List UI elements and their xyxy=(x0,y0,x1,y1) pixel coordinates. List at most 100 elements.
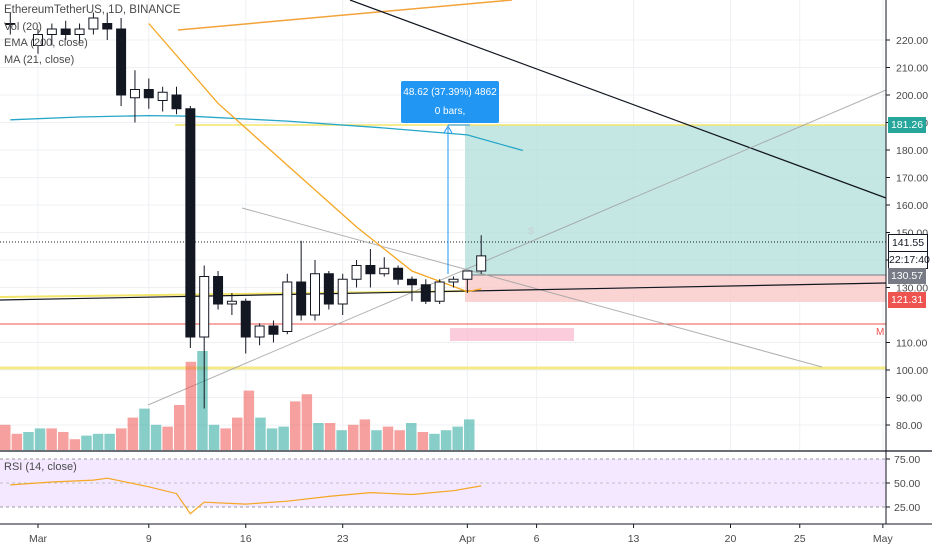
candle-body[interactable] xyxy=(88,17,99,30)
candle-body[interactable] xyxy=(310,273,320,316)
candle-body[interactable] xyxy=(171,94,182,110)
price-axis-label: 220.00 xyxy=(896,35,928,47)
target-price-tag: 181.26 xyxy=(888,117,926,133)
candle-body[interactable] xyxy=(213,276,224,305)
volume-bar xyxy=(220,428,231,450)
time-axis-label: 23 xyxy=(337,533,349,545)
volume-bar xyxy=(429,433,440,450)
volume-bar xyxy=(92,433,104,450)
price-axis-label: 80.00 xyxy=(896,420,922,432)
s-annotation[interactable]: S xyxy=(528,226,534,236)
candle-body[interactable] xyxy=(254,325,265,338)
target-zone[interactable] xyxy=(465,125,886,275)
volume-bar xyxy=(116,428,127,450)
candle-body[interactable] xyxy=(406,278,417,286)
candle-body[interactable] xyxy=(323,273,334,305)
countdown-tag: 22:17:40 xyxy=(888,251,930,269)
rsi-axis-label: 75.00 xyxy=(894,454,920,466)
volume-bar xyxy=(406,423,417,450)
grey-descending-trend-line[interactable] xyxy=(241,207,823,368)
candle-body[interactable] xyxy=(434,281,445,302)
legend: EthereumTetherUS, 1D, BINANCE Vol (20) E… xyxy=(4,2,180,68)
candle-body[interactable] xyxy=(448,278,459,283)
rsi-indicator-label[interactable]: RSI (14, close) xyxy=(4,461,77,473)
rsi-axis-label: 25.00 xyxy=(894,502,920,514)
time-axis-label: May xyxy=(873,533,894,545)
measure-tooltip-change: 48.62 (37.39%) 4862 xyxy=(403,87,497,98)
candle-body[interactable] xyxy=(33,34,43,46)
ema-indicator-label[interactable]: EMA (200, close) xyxy=(4,37,88,49)
price-axis-label: 90.00 xyxy=(896,393,922,405)
candle-body[interactable] xyxy=(185,108,196,338)
volume-bar xyxy=(34,428,46,450)
candle-body[interactable] xyxy=(379,267,390,275)
candle-body[interactable] xyxy=(282,281,293,332)
measure-tooltip-bars: 0 bars, xyxy=(434,106,466,117)
volume-bar xyxy=(266,428,278,450)
ma-indicator-label[interactable]: MA (21, close) xyxy=(4,53,75,66)
candle-body[interactable] xyxy=(102,23,113,30)
volume-bar xyxy=(301,394,313,450)
candle-body[interactable] xyxy=(240,300,251,338)
time-axis-label: Apr xyxy=(459,533,476,545)
time-axis-label: Mar xyxy=(29,533,48,545)
candle-body[interactable] xyxy=(60,28,71,35)
pink-rectangle[interactable] xyxy=(450,328,574,341)
grey-ascending-trend-line[interactable] xyxy=(147,89,887,406)
candle-body[interactable] xyxy=(365,265,376,275)
candle-body[interactable] xyxy=(157,91,168,101)
volume-bar xyxy=(162,426,173,450)
volume-bar xyxy=(174,405,185,450)
volume-bar xyxy=(290,401,301,450)
candle-body[interactable] xyxy=(351,265,362,280)
volume-bar xyxy=(243,390,255,450)
candle-body[interactable] xyxy=(129,89,140,99)
candle-body[interactable] xyxy=(74,28,85,35)
rsi-axis[interactable]: 75.00 50.00 25.00 xyxy=(886,454,920,514)
candle-body[interactable] xyxy=(46,28,57,35)
time-axis-label: 20 xyxy=(725,533,737,545)
candle-body[interactable] xyxy=(476,255,487,272)
m-annotation[interactable]: M xyxy=(876,327,884,338)
candle-body[interactable] xyxy=(226,300,237,305)
ema-200-line[interactable] xyxy=(10,114,523,152)
candles[interactable] xyxy=(5,12,487,409)
candle-body[interactable] xyxy=(5,23,16,25)
time-axis[interactable]: Mar 9 16 23 Apr 6 13 20 25 May xyxy=(29,524,894,545)
rsi-axis-label: 50.00 xyxy=(894,478,920,490)
candle-body[interactable] xyxy=(199,276,210,338)
price-axis-label: 210.00 xyxy=(896,63,928,75)
price-axis-label: 200.00 xyxy=(896,90,928,102)
candle-body[interactable] xyxy=(337,278,348,305)
price-axis-label: 130.00 xyxy=(896,283,928,295)
candle-body[interactable] xyxy=(116,28,127,96)
vol-indicator-label[interactable]: Vol (20) xyxy=(4,20,42,33)
volume-bar xyxy=(440,430,452,450)
stop-zone[interactable] xyxy=(465,275,886,302)
volume-bar xyxy=(348,424,359,450)
volume-bar xyxy=(371,430,382,450)
candle-body[interactable] xyxy=(393,267,404,280)
candle-body[interactable] xyxy=(296,281,307,316)
candle-body[interactable] xyxy=(143,89,154,99)
black-descending-trend-line[interactable] xyxy=(349,0,887,199)
stop-price-tag: 121.31 xyxy=(888,292,926,308)
volume-bar xyxy=(0,424,11,450)
rsi-line[interactable] xyxy=(10,477,482,515)
time-axis-label: 6 xyxy=(534,533,540,545)
symbol-title[interactable]: EthereumTetherUS, 1D, BINANCE xyxy=(4,4,181,16)
orange-trend-line[interactable] xyxy=(177,0,513,31)
candle-body[interactable] xyxy=(268,325,279,335)
measure-arrow-head xyxy=(443,124,453,134)
volume-bar xyxy=(417,432,429,450)
time-axis-label: 16 xyxy=(240,533,252,545)
volume-bar xyxy=(359,419,371,450)
time-axis-label: 9 xyxy=(146,533,152,545)
candle-body[interactable] xyxy=(462,270,473,280)
entry-price-tag: 130.57 xyxy=(888,268,926,284)
candle-body[interactable] xyxy=(420,284,431,302)
volume-bar xyxy=(278,426,289,450)
volume-bar xyxy=(255,417,266,450)
volume-bar xyxy=(139,408,150,450)
